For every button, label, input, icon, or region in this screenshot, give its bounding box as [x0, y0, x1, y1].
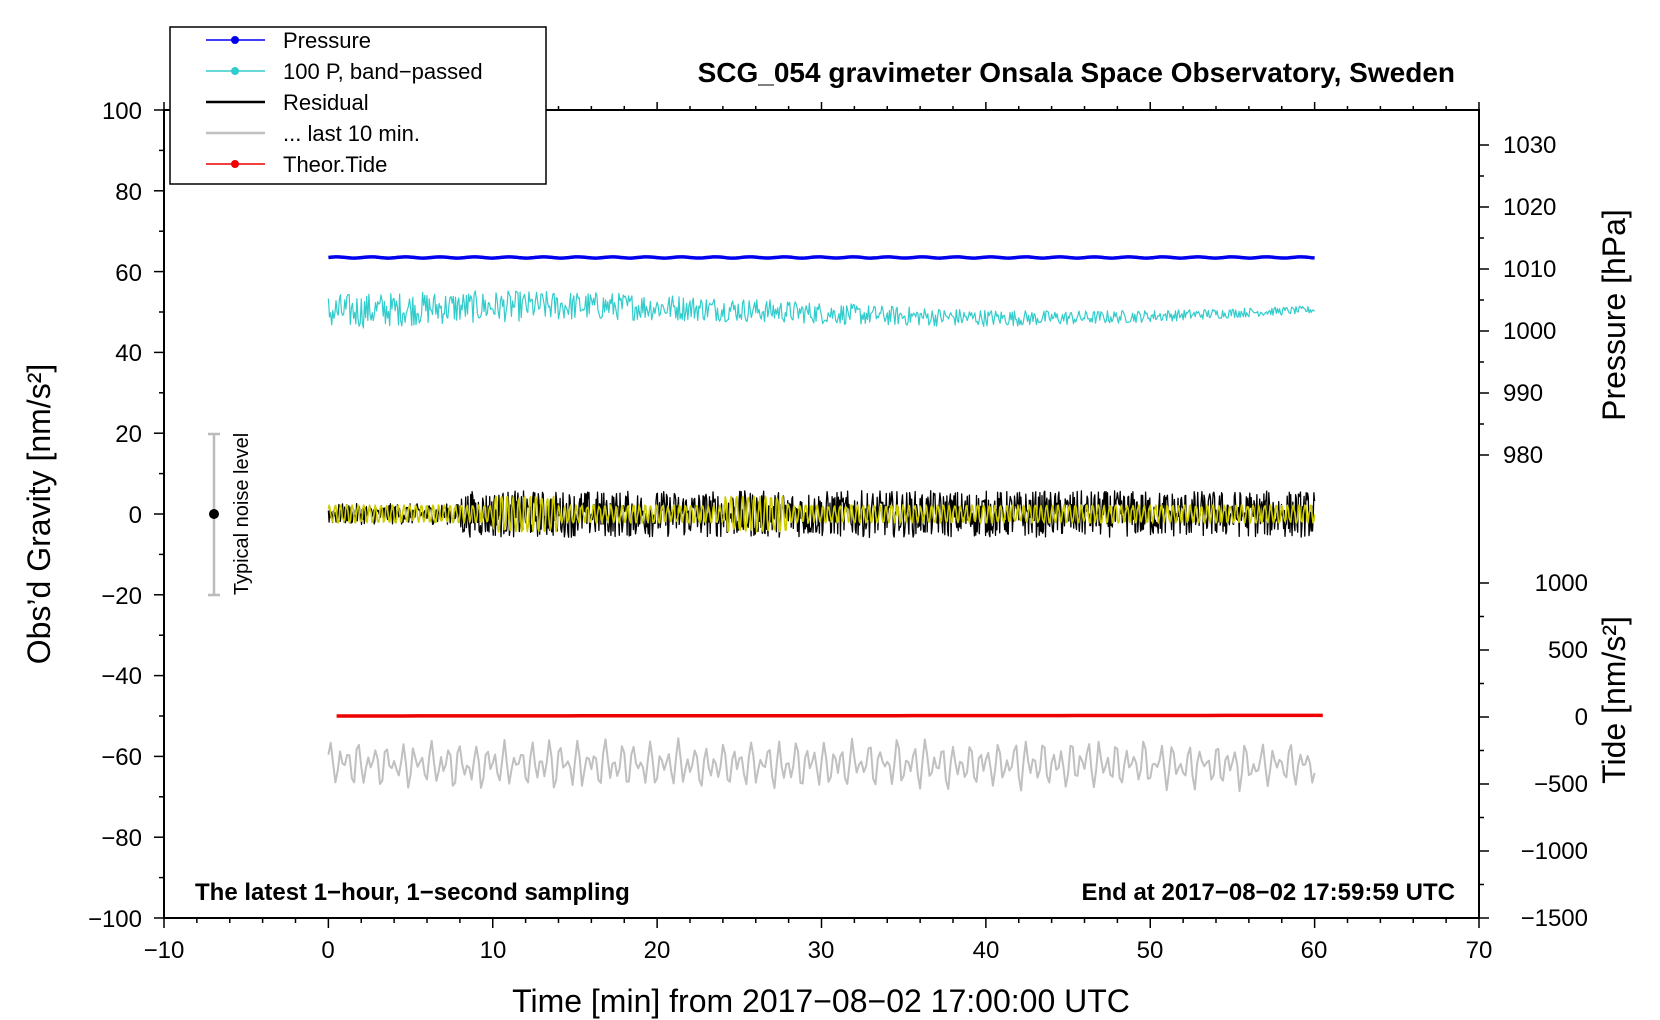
noise-center-dot	[209, 509, 219, 519]
y-axis-title-left: Obs’d Gravity [nm/s²]	[21, 364, 57, 665]
x-tick-label: 60	[1301, 937, 1328, 964]
y-tick-label: 100	[102, 98, 142, 125]
x-tick-label: 0	[321, 937, 334, 964]
chart-title: SCG_054 gravimeter Onsala Space Observat…	[698, 57, 1455, 88]
legend-label: Residual	[283, 90, 369, 115]
tide-tick-label: −500	[1534, 771, 1588, 798]
legend: Pressure 100 P, band−passed Residual ...…	[169, 26, 547, 185]
y-tick-label: 40	[115, 340, 142, 367]
legend-box	[169, 26, 547, 185]
y-tick-label: 60	[115, 260, 142, 287]
legend-label: Theor.Tide	[283, 152, 387, 177]
x-tick-label: −10	[144, 937, 185, 964]
legend-entry-pressure: Pressure	[206, 28, 371, 53]
legend-label: Pressure	[283, 28, 371, 53]
series-residual-bandpassed-line	[327, 495, 1316, 533]
series-layer	[327, 255, 1323, 793]
y-tick-label: −80	[101, 825, 142, 852]
x-axis-title: Time [min] from 2017−08−02 17:00:00 UTC	[512, 983, 1130, 1019]
series-pressure-line	[328, 255, 1315, 260]
y-tick-label: −60	[101, 744, 142, 771]
y-tick-label: 20	[115, 421, 142, 448]
legend-entry-last10: ... last 10 min.	[206, 121, 420, 146]
pressure-tick-label: 1000	[1503, 318, 1556, 345]
x-tick-label: 70	[1466, 937, 1493, 964]
y-tick-label: −40	[101, 663, 142, 690]
y-axis-title-pressure: Pressure [hPa]	[1596, 209, 1632, 421]
pressure-tick-label: 980	[1503, 442, 1543, 469]
tide-tick-label: 1000	[1535, 570, 1588, 597]
y-axis-title-tide: Tide [nm/s²]	[1596, 616, 1632, 784]
legend-entry-tide: Theor.Tide	[206, 152, 387, 177]
legend-entry-bandpassed: 100 P, band−passed	[206, 59, 483, 84]
x-tick-labels: −10 0 10 20 30 40 50 60 70	[144, 937, 1493, 964]
tide-tick-label: −1500	[1521, 905, 1588, 932]
x-tick-label: 20	[644, 937, 671, 964]
x-tick-label: 40	[973, 937, 1000, 964]
x-tick-label: 30	[808, 937, 835, 964]
series-tide-line	[336, 713, 1323, 718]
pressure-tick-label: 1010	[1503, 256, 1556, 283]
tide-tick-label: 0	[1575, 704, 1588, 731]
pressure-tick-label: 1020	[1503, 194, 1556, 221]
series-band-passed-line	[327, 290, 1316, 329]
noise-level-marker: Typical noise level	[208, 432, 253, 597]
pressure-tick-labels: 1030 1020 1010 1000 990 980	[1503, 132, 1556, 469]
legend-swatch-marker	[231, 36, 239, 44]
legend-label: ... last 10 min.	[283, 121, 420, 146]
y-tick-label: −20	[101, 583, 142, 610]
x-tick-label: 50	[1137, 937, 1164, 964]
tide-tick-label: 500	[1548, 637, 1588, 664]
pressure-tick-label: 1030	[1503, 132, 1556, 159]
y-tick-labels-left: 100 80 60 40 20 0 −20 −40 −60 −80 −100	[88, 98, 142, 933]
legend-swatch-marker	[231, 67, 239, 75]
tide-tick-labels: 1000 500 0 −500 −1000 −1500	[1521, 570, 1588, 932]
legend-label: 100 P, band−passed	[283, 59, 483, 84]
noise-label: Typical noise level	[231, 433, 253, 595]
tide-tick-label: −1000	[1521, 838, 1588, 865]
x-tick-label: 10	[480, 937, 507, 964]
note-right: End at 2017−08−02 17:59:59 UTC	[1081, 879, 1455, 906]
pressure-tick-label: 990	[1503, 380, 1543, 407]
y-tick-label: 0	[129, 502, 142, 529]
note-left: The latest 1−hour, 1−second sampling	[195, 879, 630, 906]
legend-swatch-marker	[231, 160, 239, 168]
legend-entry-residual: Residual	[206, 90, 369, 115]
series-last-10-min-line	[327, 737, 1316, 793]
y-tick-label: 80	[115, 179, 142, 206]
y-tick-label: −100	[88, 906, 142, 933]
